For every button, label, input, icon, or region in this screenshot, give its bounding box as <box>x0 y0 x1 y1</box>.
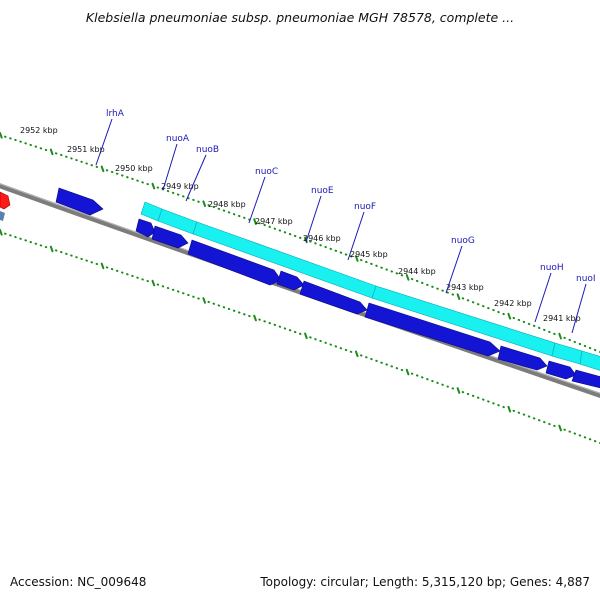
cds-nuoJ[interactable] <box>571 369 600 389</box>
outer-tick-ring <box>0 132 600 353</box>
major-tick <box>354 350 359 358</box>
tick-label: 2950 kbp <box>115 164 153 173</box>
major-tick <box>558 332 562 340</box>
major-tick <box>202 297 207 304</box>
gene-label-nuoI[interactable]: nuoI <box>576 274 596 284</box>
edge-features[interactable] <box>0 191 11 221</box>
tick-label: 2943 kbp <box>446 283 484 292</box>
major-tick <box>507 312 512 320</box>
cds-nuoB[interactable] <box>151 225 189 249</box>
tick-label: 2946 kbp <box>303 234 341 243</box>
inner-tick-ring <box>0 229 600 444</box>
major-tick <box>253 314 257 322</box>
gene-label-nuoG[interactable]: nuoG <box>451 236 475 246</box>
major-tick <box>456 293 461 300</box>
gene-label-nuoE[interactable]: nuoE <box>311 186 334 196</box>
tick-label: 2945 kbp <box>350 250 388 259</box>
cds-lrhA[interactable] <box>55 187 104 216</box>
tick-label: 2952 kbp <box>20 126 58 135</box>
major-tick <box>100 165 105 173</box>
major-tick <box>304 332 308 340</box>
major-tick <box>405 274 410 281</box>
major-tick <box>151 182 156 190</box>
tick-label: 2942 kbp <box>494 299 532 308</box>
genome-summary-text: Topology: circular; Length: 5,315,120 bp… <box>260 575 590 589</box>
major-tick <box>49 148 54 156</box>
tick-label: 2941 kbp <box>543 314 581 323</box>
tick-label: 2951 kbp <box>67 145 105 154</box>
gene-label-lrhA[interactable]: lrhA <box>106 109 125 119</box>
gene-label-nuoF[interactable]: nuoF <box>354 202 376 212</box>
map-title: Klebsiella pneumoniae subsp. pneumoniae … <box>85 10 515 25</box>
major-tick <box>0 132 3 139</box>
cds-nuoG[interactable] <box>364 302 501 357</box>
gene-label-nuoA[interactable]: nuoA <box>166 134 190 144</box>
major-tick <box>49 245 54 253</box>
cds-nuoH[interactable] <box>497 345 548 371</box>
major-tick <box>558 424 562 432</box>
tick-label: 2948 kbp <box>208 200 246 209</box>
major-tick <box>253 218 257 225</box>
gene-label-nuoC[interactable]: nuoC <box>255 167 278 177</box>
cds-nuoC[interactable] <box>187 239 282 286</box>
cds-nuoI[interactable] <box>545 360 577 380</box>
operon-band[interactable] <box>140 201 600 372</box>
gene-label-nuoB[interactable]: nuoB <box>196 145 219 155</box>
major-tick <box>456 387 461 394</box>
major-tick <box>405 368 410 376</box>
major-tick <box>151 279 156 287</box>
tick-label: 2949 kbp <box>161 182 199 191</box>
gene-labels: lrhA nuoA nuoB nuoC nuoE nuoF nuoG nuoH … <box>106 109 596 284</box>
edge-cds[interactable] <box>0 211 5 221</box>
kbp-labels: 2952 kbp 2951 kbp 2950 kbp 2949 kbp 2948… <box>20 126 581 323</box>
cds-features[interactable] <box>55 187 600 389</box>
major-tick <box>0 229 3 236</box>
major-tick <box>202 200 207 207</box>
gene-label-nuoH[interactable]: nuoH <box>540 263 564 273</box>
gene-leader-lines <box>95 118 587 334</box>
tick-label: 2947 kbp <box>255 217 293 226</box>
major-tick <box>354 255 359 262</box>
highlight-feature[interactable] <box>0 191 11 210</box>
cds-nuoF[interactable] <box>299 280 368 315</box>
tick-label: 2944 kbp <box>398 267 436 276</box>
cds-nuoA[interactable] <box>135 218 156 238</box>
major-tick <box>507 405 512 413</box>
accession-text: Accession: NC_009648 <box>10 575 147 589</box>
cds-nuoE[interactable] <box>276 270 305 291</box>
major-tick <box>100 262 105 270</box>
